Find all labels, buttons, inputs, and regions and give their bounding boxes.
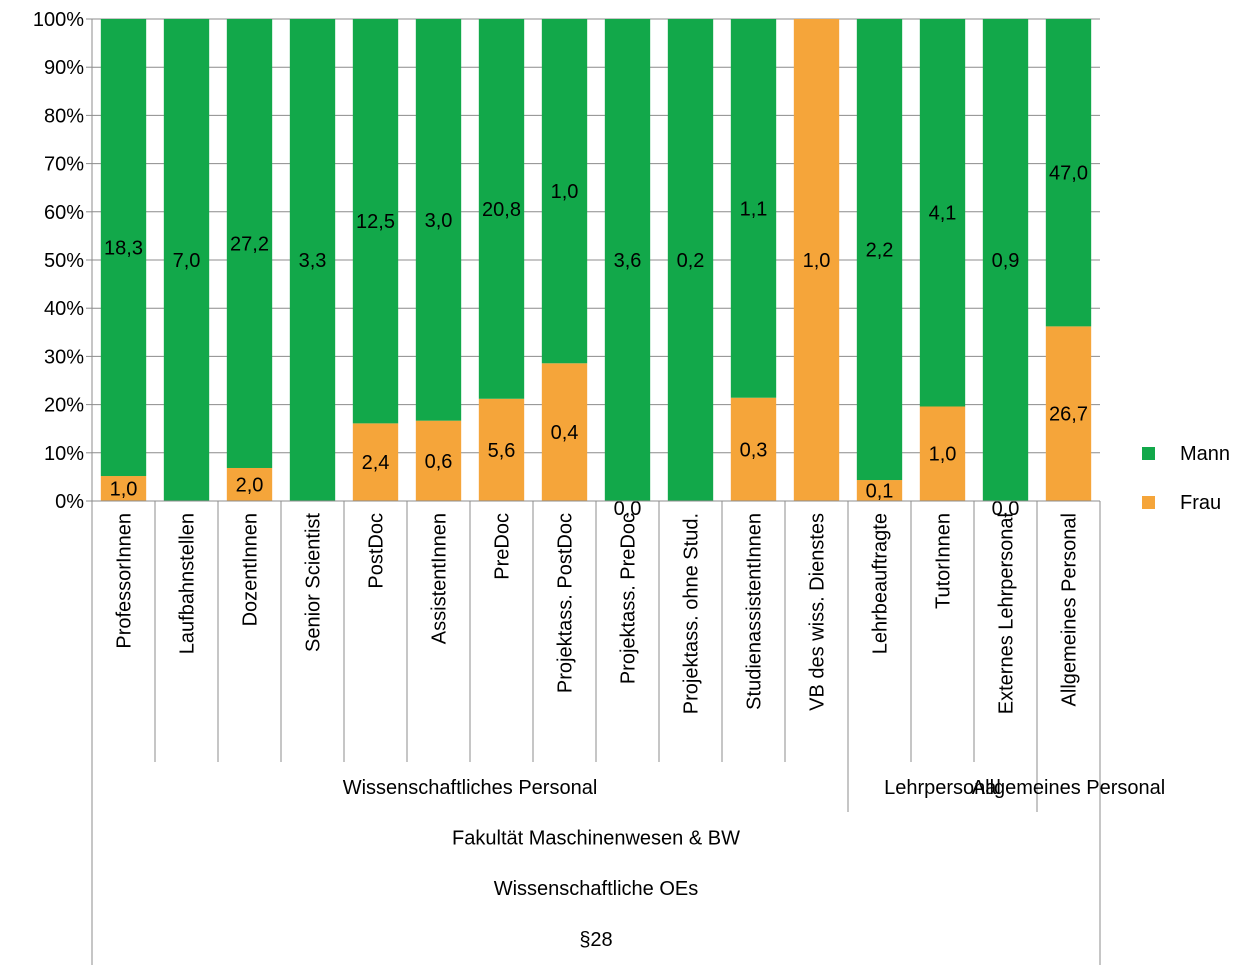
data-label-frau: 1,0: [929, 444, 957, 466]
data-label-mann: 3,6: [614, 250, 642, 272]
category-label: VB des wiss. Dienstes: [807, 513, 829, 711]
category-label: Senior Scientist: [303, 513, 325, 652]
category-label: Lehrbeauftragte: [870, 513, 892, 654]
data-label-frau: 0,4: [551, 422, 579, 444]
legend-swatch-frau: [1142, 496, 1155, 509]
y-tick-label: 0%: [55, 491, 84, 513]
bar-segment-mann: [415, 19, 462, 421]
legend-label: Frau: [1180, 492, 1221, 514]
group-label: Lehrpersonal: [884, 777, 1001, 799]
bar-segment-frau: [856, 480, 903, 501]
data-label-frau: 0,3: [740, 439, 768, 461]
data-label-frau: 2,0: [236, 474, 264, 496]
bar-segment-mann: [352, 19, 399, 424]
bar-segment-mann: [541, 19, 588, 364]
y-tick-label: 30%: [44, 346, 84, 368]
data-label-mann: 4,1: [929, 203, 957, 225]
bar-segment-mann: [856, 19, 903, 481]
data-label-mann: 7,0: [173, 250, 201, 272]
group-label: Fakultät Maschinenwesen & BW: [452, 828, 740, 850]
data-label-mann: 12,5: [356, 211, 395, 233]
y-tick-label: 70%: [44, 154, 84, 176]
y-tick-label: 80%: [44, 105, 84, 127]
data-label-frau: 1,0: [110, 479, 138, 501]
data-label-mann: 3,0: [425, 210, 453, 232]
group-label: §28: [579, 929, 612, 951]
y-tick-label: 20%: [44, 395, 84, 417]
legend-label: Mann: [1180, 443, 1230, 465]
data-label-frau: 26,7: [1049, 404, 1088, 426]
data-label-frau: 1,0: [803, 250, 831, 272]
bar-segment-frau: [1045, 326, 1092, 501]
y-tick-label: 40%: [44, 298, 84, 320]
category-label: Externes Lehrpersonal: [996, 513, 1018, 714]
y-tick-label: 100%: [33, 9, 84, 31]
bar-segment-mann: [604, 19, 651, 501]
data-label-mann: 47,0: [1049, 163, 1088, 185]
bar-segment-frau: [352, 423, 399, 501]
data-label-mann: 0,2: [677, 250, 705, 272]
data-label-mann: 0,9: [992, 250, 1020, 272]
group-label: Allgemeines Personal: [972, 777, 1165, 799]
category-label: TutorInnen: [933, 513, 955, 609]
bar-segment-mann: [982, 19, 1029, 501]
data-label-mann: 20,8: [482, 199, 521, 221]
bar-segment-frau: [730, 397, 777, 501]
bar-segment-mann: [289, 19, 336, 501]
y-tick-label: 10%: [44, 443, 84, 465]
category-label: Projektass. PreDoc: [618, 513, 640, 684]
bar-segment-frau: [793, 19, 840, 501]
group-label: Wissenschaftliches Personal: [343, 777, 598, 799]
bar-segment-mann: [226, 19, 273, 468]
bar-segment-mann: [919, 19, 966, 407]
data-label-frau: 0,1: [866, 481, 894, 503]
category-label: Projektass. PostDoc: [555, 513, 577, 693]
bar-segment-mann: [1045, 19, 1092, 327]
data-label-mann: 2,2: [866, 240, 894, 262]
y-tick-label: 50%: [44, 250, 84, 272]
category-label: StudienassistentInnen: [744, 513, 766, 710]
y-tick-label: 90%: [44, 57, 84, 79]
bar-segment-frau: [541, 363, 588, 501]
bar-segment-frau: [226, 467, 273, 501]
category-label: PostDoc: [366, 513, 388, 589]
category-label: Projektass. ohne Stud.: [681, 513, 703, 714]
bar-segment-frau: [478, 398, 525, 501]
bar-segment-mann: [730, 19, 777, 398]
data-label-mann: 1,0: [551, 181, 579, 203]
category-label: AssistentInnen: [429, 513, 451, 644]
data-label-frau: 0,0: [614, 498, 642, 520]
bar-segment-mann: [667, 19, 714, 501]
bar-segment-mann: [100, 19, 147, 477]
legend-swatch-mann: [1142, 447, 1155, 460]
bar-segment-frau: [100, 476, 147, 501]
bar-segment-frau: [919, 406, 966, 501]
data-label-frau: 0,0: [992, 498, 1020, 520]
bar-segment-mann: [163, 19, 210, 501]
data-label-frau: 2,4: [362, 452, 390, 474]
category-label: DozentInnen: [240, 513, 262, 626]
category-label: Laufbahnstellen: [177, 513, 199, 654]
data-label-mann: 27,2: [230, 233, 269, 255]
bar-segment-frau: [415, 420, 462, 501]
group-label: Wissenschaftliche OEs: [494, 878, 699, 900]
data-label-frau: 5,6: [488, 440, 516, 462]
category-label: Allgemeines Personal: [1059, 513, 1081, 706]
data-label-mann: 3,3: [299, 250, 327, 272]
bar-segment-mann: [478, 19, 525, 399]
category-label: ProfessorInnen: [114, 513, 136, 649]
data-label-mann: 18,3: [104, 238, 143, 260]
data-label-frau: 0,6: [425, 451, 453, 473]
category-label: PreDoc: [492, 513, 514, 580]
y-tick-label: 60%: [44, 202, 84, 224]
data-label-mann: 1,1: [740, 198, 768, 220]
